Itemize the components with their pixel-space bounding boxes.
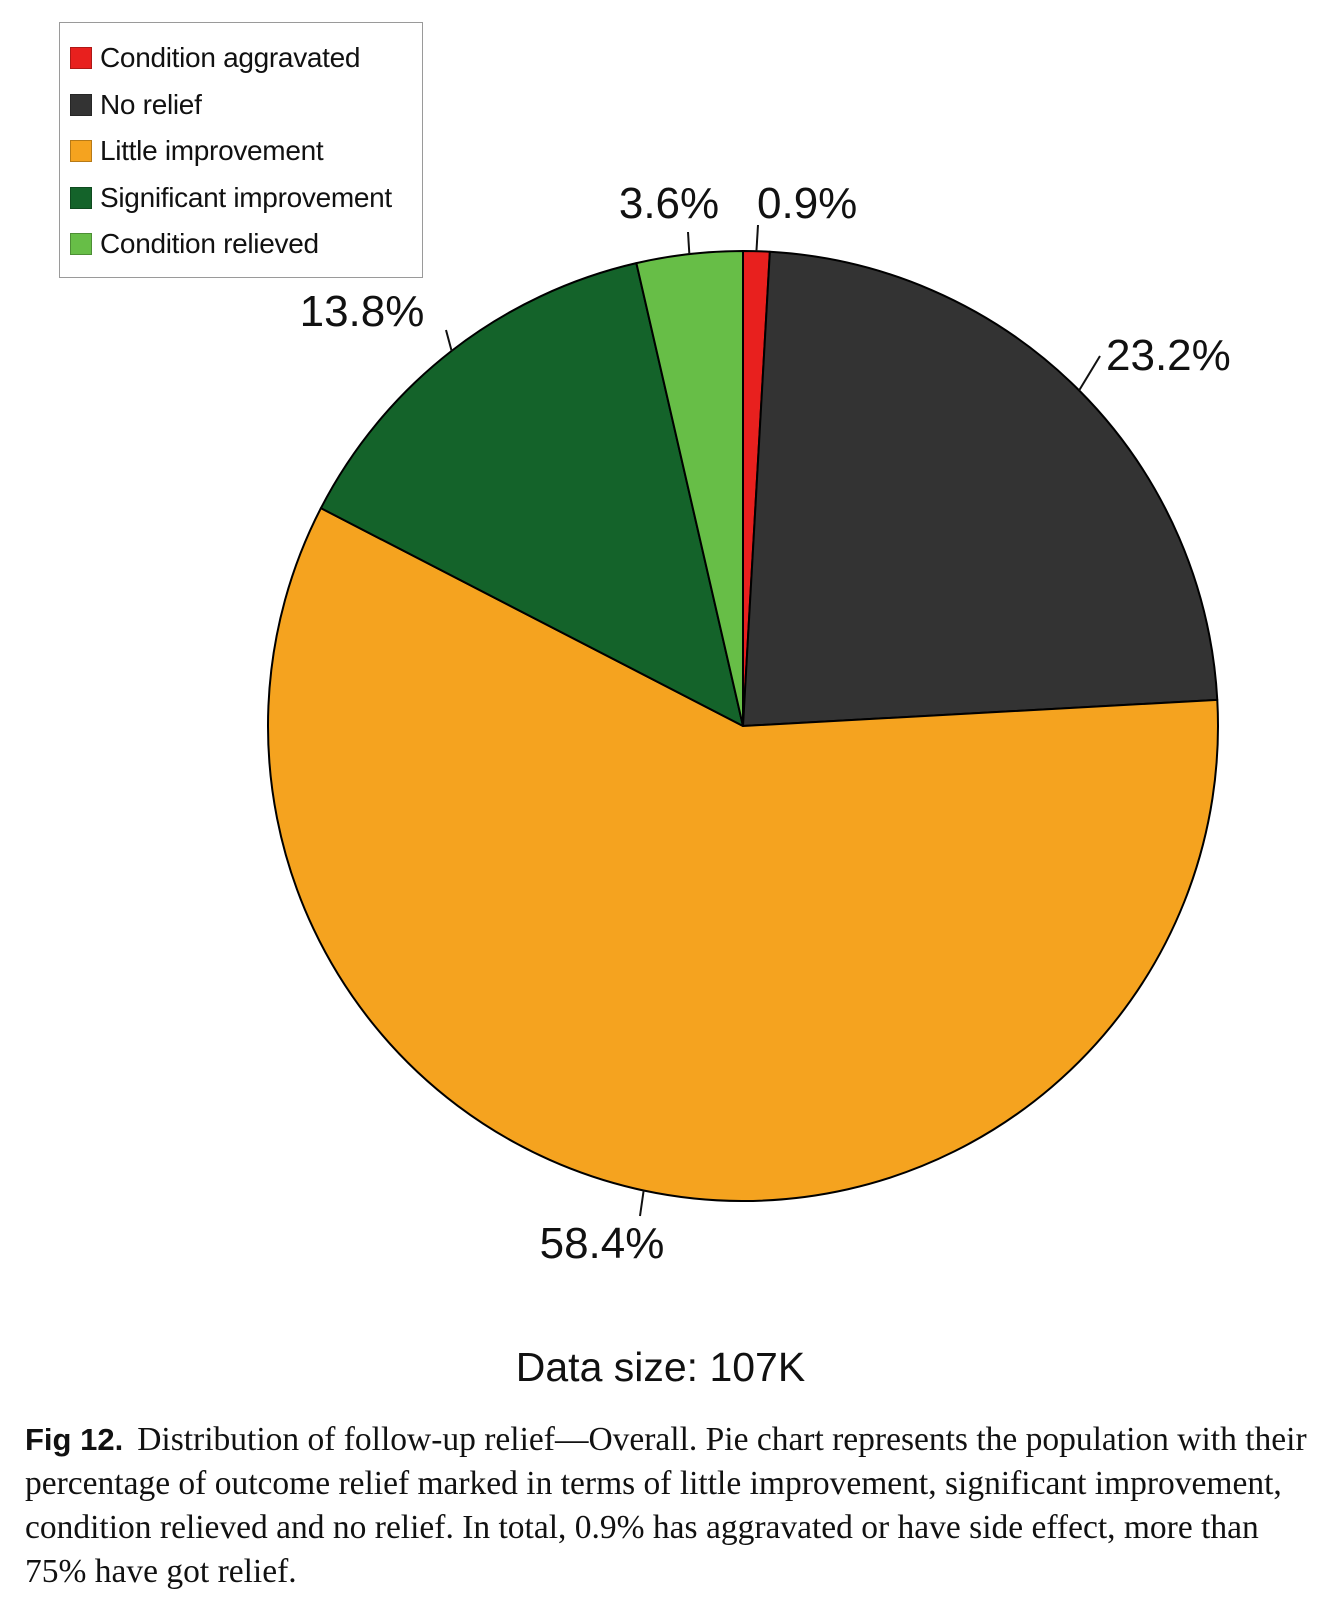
legend-swatch xyxy=(70,233,92,256)
figure-caption-label: Fig 12. xyxy=(25,1422,124,1457)
legend-item-significant-improvement: Significant improvement xyxy=(70,175,422,222)
slice-label-significant-improvement: 13.8% xyxy=(300,287,425,336)
leader-line-significant-improvement xyxy=(445,329,453,352)
legend-item-no-relief: No relief xyxy=(70,82,422,129)
legend: Condition aggravated No relief Little im… xyxy=(59,22,423,278)
legend-item-condition-aggravated: Condition aggravated xyxy=(70,35,422,82)
slice-label-condition-relieved: 3.6% xyxy=(619,179,719,228)
pie-chart: 0.9% 23.2% 58.4% 13.8% 3.6% xyxy=(267,179,1231,1268)
slice-label-little-improvement: 58.4% xyxy=(540,1219,665,1268)
slice-labels: 0.9% 23.2% 58.4% 13.8% 3.6% xyxy=(300,179,1231,1268)
legend-label: Condition aggravated xyxy=(100,42,361,74)
pie-slice-significant-improvement xyxy=(319,262,744,727)
figure-caption-text: Distribution of follow-up relief—Overall… xyxy=(25,1421,1307,1590)
legend-label: No relief xyxy=(100,88,202,120)
legend-swatch xyxy=(70,140,92,163)
pie-slice-no-relief xyxy=(742,250,1219,727)
leader-line-condition-aggravated xyxy=(755,224,759,252)
legend-swatch xyxy=(70,186,92,209)
leader-line-condition-relieved xyxy=(687,231,691,255)
legend-item-condition-relieved: Condition relieved xyxy=(70,221,422,268)
legend-label: Condition relieved xyxy=(100,228,319,260)
legend-swatch xyxy=(70,93,92,116)
label-leader-lines xyxy=(445,224,1101,1217)
slice-label-no-relief: 23.2% xyxy=(1106,331,1231,380)
legend-label: Little improvement xyxy=(100,135,324,167)
pie-slice-little-improvement xyxy=(267,507,1219,1203)
slice-label-condition-aggravated: 0.9% xyxy=(757,179,857,228)
pie-slice-condition-relieved xyxy=(635,250,744,727)
legend-label: Significant improvement xyxy=(100,181,392,213)
leader-line-no-relief xyxy=(1078,355,1101,391)
pie-slices xyxy=(267,250,1219,1203)
data-size-label: Data size: 107K xyxy=(515,1344,806,1390)
legend-item-little-improvement: Little improvement xyxy=(70,128,422,175)
legend-swatch xyxy=(70,47,92,70)
leader-line-little-improvement xyxy=(639,1190,645,1217)
figure-caption: Fig 12. Distribution of follow-up relief—… xyxy=(25,1418,1315,1594)
